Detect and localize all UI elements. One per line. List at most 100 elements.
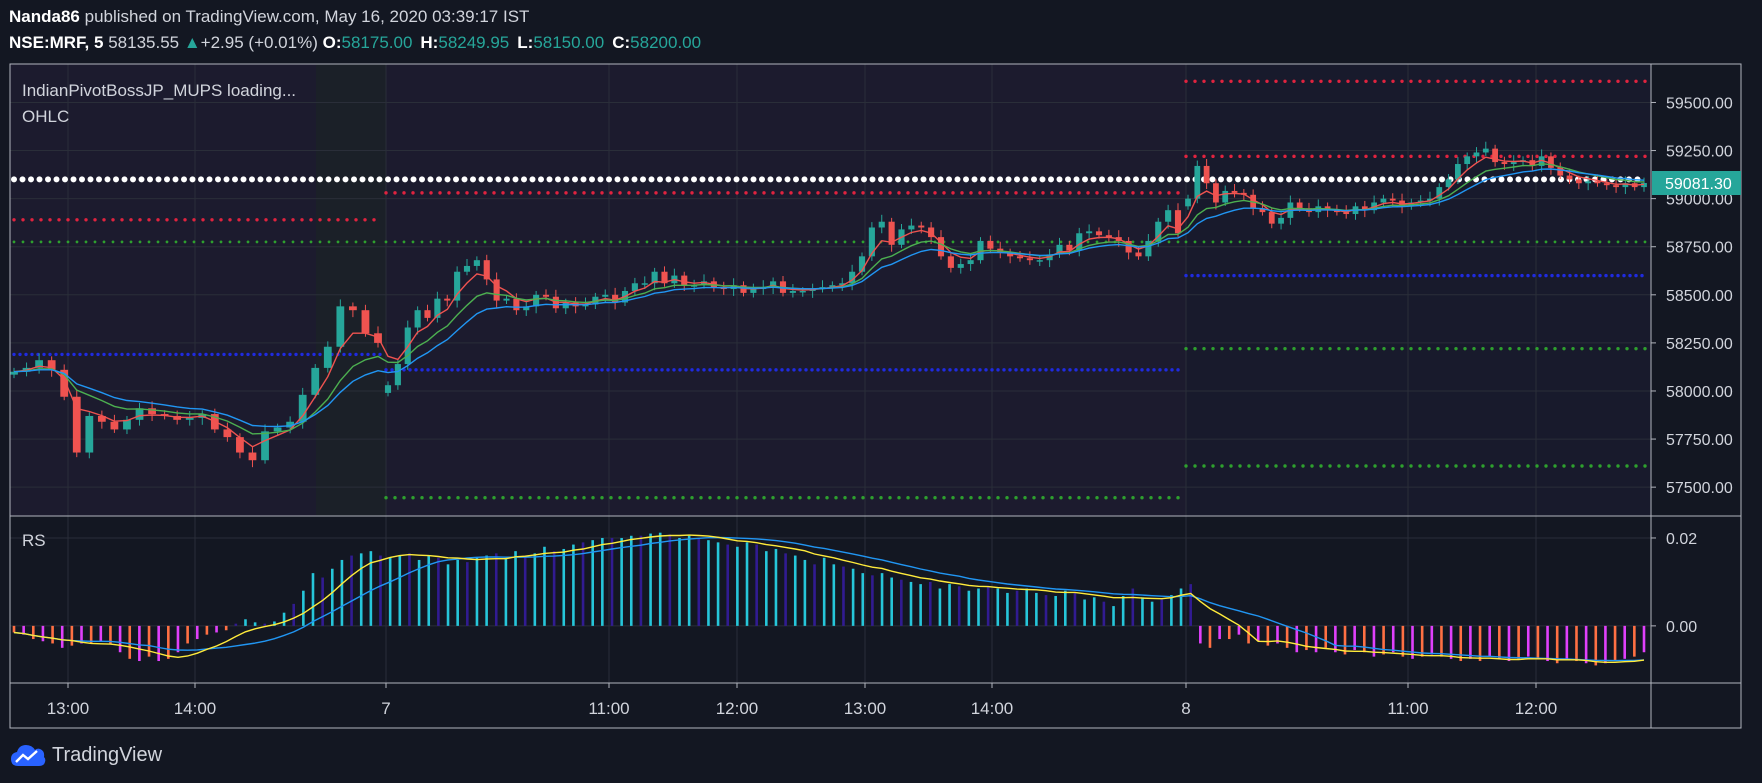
pivot-dot	[354, 352, 358, 357]
pivot-dot	[1184, 154, 1188, 159]
pivot-dot	[120, 352, 124, 357]
candle-body	[1613, 185, 1619, 188]
candle-body	[123, 419, 131, 430]
rs-bar	[707, 540, 710, 626]
candle-body	[651, 271, 658, 284]
pivot-dot	[1589, 79, 1593, 84]
pivot-dot	[1418, 273, 1422, 278]
pivot-dot	[1396, 176, 1403, 183]
pivot-dot	[1643, 79, 1647, 84]
pivot-dot	[1373, 79, 1377, 84]
rs-label[interactable]: RS	[22, 531, 46, 550]
candle-body	[1076, 233, 1083, 251]
rs-bar	[302, 590, 305, 626]
candle-body	[789, 290, 796, 293]
rs-bar	[128, 625, 132, 659]
rs-bar	[1285, 625, 1289, 648]
pivot-dot	[1481, 240, 1485, 244]
pivot-dot	[1176, 496, 1180, 500]
candle-body	[918, 225, 925, 228]
pivot-dot	[12, 218, 16, 222]
pivot-dot	[1256, 346, 1260, 351]
candle	[424, 304, 431, 322]
symbol-name[interactable]: NSE:MRF, 5	[9, 33, 104, 52]
tradingview-logo[interactable]: TradingView	[10, 742, 162, 768]
time-tick-label: 13:00	[844, 699, 887, 718]
time-tick-label: 8	[1181, 699, 1190, 718]
pivot-dot	[1481, 346, 1485, 351]
last-price-badge: 59081.30	[1652, 171, 1741, 196]
rs-bar	[1420, 625, 1424, 657]
candle-body	[928, 227, 935, 238]
pivot-dot	[1422, 176, 1428, 183]
pivot-dot	[978, 496, 982, 500]
pivot-dot	[60, 352, 64, 357]
pivot-dot	[878, 176, 884, 183]
pivot-dot	[1544, 346, 1548, 351]
pivot-dot	[528, 191, 532, 195]
pivot-dot	[1232, 273, 1236, 278]
ohlc-label[interactable]: OHLC	[22, 107, 69, 126]
pivot-dot	[1586, 273, 1590, 278]
pivot-dot	[948, 368, 952, 372]
candle-body	[888, 221, 895, 245]
pivot-indicator-label[interactable]: IndianPivotBossJP_MUPS loading...	[22, 81, 296, 100]
pivot-dot	[674, 176, 680, 183]
pivot-dot	[1517, 346, 1521, 351]
pivot-dot	[1193, 346, 1197, 351]
rs-bar	[234, 623, 238, 626]
rs-bar	[813, 564, 816, 626]
pivot-dot	[223, 176, 230, 183]
pivot-dot	[273, 240, 277, 244]
pivot-dot	[591, 191, 595, 195]
candle	[1482, 141, 1489, 156]
pivot-dot	[789, 496, 793, 500]
pivot-dot	[912, 368, 916, 372]
pivot-dot	[1041, 191, 1045, 195]
pivot-dot	[1068, 191, 1072, 195]
pivot-dot	[1445, 346, 1449, 351]
rs-bar	[437, 557, 440, 626]
time-tick-label: 12:00	[1515, 699, 1558, 718]
candle-body	[829, 285, 836, 288]
pivot-dot	[450, 368, 454, 372]
pivot-dot	[1202, 273, 1206, 278]
pivot-dot	[470, 176, 476, 183]
pivot-dot	[1391, 346, 1395, 351]
pivot-dot	[879, 191, 883, 195]
pivot-dot	[759, 176, 765, 183]
pivot-dot	[1535, 154, 1539, 159]
pivot-dot	[384, 496, 388, 500]
pivot-dot	[735, 191, 739, 195]
pivot-dot	[1553, 464, 1557, 468]
candle	[336, 299, 345, 353]
price-tick-label: 57500.00	[1666, 480, 1733, 497]
pivot-dot	[1472, 273, 1476, 278]
pivot-dot	[1427, 464, 1431, 468]
pivot-dot	[501, 496, 505, 500]
price-tick-label: 57750.00	[1666, 432, 1733, 449]
rs-bar	[900, 579, 903, 626]
pivot-dot	[165, 218, 169, 222]
rs-bar	[1064, 590, 1067, 626]
pivot-dot	[1059, 496, 1063, 500]
pivot-dot	[1014, 496, 1018, 500]
pivot-dot	[816, 496, 820, 500]
rs-bar	[1227, 625, 1231, 640]
candle	[273, 423, 282, 436]
candle	[394, 358, 401, 390]
candle	[311, 364, 320, 399]
pivot-dot	[996, 368, 1000, 372]
author-name[interactable]: Nanda86	[9, 7, 80, 26]
pivot-dot	[480, 368, 484, 372]
candle	[641, 276, 648, 290]
pivot-dot	[861, 240, 865, 244]
pivot-dot	[342, 352, 346, 357]
candle-body	[542, 294, 550, 297]
candle-body	[1185, 198, 1191, 207]
rs-bar	[167, 625, 170, 659]
rs-bar	[427, 555, 431, 626]
pivot-dot	[436, 176, 442, 183]
pivot-dot	[1598, 79, 1602, 84]
